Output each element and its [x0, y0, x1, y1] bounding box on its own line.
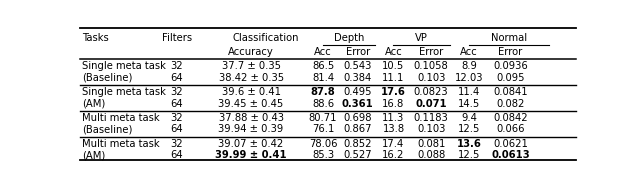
Text: 39.94 ± 0.39: 39.94 ± 0.39: [218, 124, 284, 135]
Text: 17.4: 17.4: [382, 139, 404, 149]
Text: 0.088: 0.088: [417, 150, 445, 160]
Text: 0.103: 0.103: [417, 73, 445, 83]
Text: 80.71: 80.71: [308, 113, 337, 123]
Text: 0.0842: 0.0842: [493, 113, 528, 123]
Text: 85.3: 85.3: [312, 150, 334, 160]
Text: 8.9: 8.9: [461, 61, 477, 71]
Text: 81.4: 81.4: [312, 73, 334, 83]
Text: 10.5: 10.5: [382, 61, 404, 71]
Text: 0.0936: 0.0936: [493, 61, 528, 71]
Text: Error: Error: [499, 47, 523, 57]
Text: Error: Error: [419, 47, 444, 57]
Text: 39.6 ± 0.41: 39.6 ± 0.41: [221, 87, 280, 97]
Text: 87.8: 87.8: [310, 87, 335, 97]
Text: 32: 32: [170, 87, 183, 97]
Text: 0.066: 0.066: [496, 124, 525, 135]
Text: (AM): (AM): [83, 150, 106, 160]
Text: 0.082: 0.082: [497, 99, 525, 109]
Text: 0.0621: 0.0621: [493, 139, 528, 149]
Text: 13.8: 13.8: [383, 124, 404, 135]
Text: 38.42 ± 0.35: 38.42 ± 0.35: [218, 73, 284, 83]
Text: 13.6: 13.6: [456, 139, 481, 149]
Text: Multi meta task: Multi meta task: [83, 113, 160, 123]
Text: Multi meta task: Multi meta task: [83, 139, 160, 149]
Text: 64: 64: [170, 124, 183, 135]
Text: 0.0613: 0.0613: [492, 150, 530, 160]
Text: 76.1: 76.1: [312, 124, 334, 135]
Text: 12.5: 12.5: [458, 124, 480, 135]
Text: 37.88 ± 0.43: 37.88 ± 0.43: [219, 113, 284, 123]
Text: 9.4: 9.4: [461, 113, 477, 123]
Text: Accuracy: Accuracy: [228, 47, 274, 57]
Text: 0.0823: 0.0823: [414, 87, 449, 97]
Text: 0.527: 0.527: [344, 150, 372, 160]
Text: 0.852: 0.852: [344, 139, 372, 149]
Text: 88.6: 88.6: [312, 99, 334, 109]
Text: (AM): (AM): [83, 99, 106, 109]
Text: 32: 32: [170, 113, 183, 123]
Text: Filters: Filters: [162, 33, 192, 43]
Text: Normal: Normal: [491, 33, 527, 43]
Text: (Baseline): (Baseline): [83, 124, 133, 135]
Text: 37.7 ± 0.35: 37.7 ± 0.35: [221, 61, 280, 71]
Text: Single meta task: Single meta task: [83, 61, 166, 71]
Text: 0.361: 0.361: [342, 99, 374, 109]
Text: Acc: Acc: [385, 47, 403, 57]
Text: 0.103: 0.103: [417, 124, 445, 135]
Text: 0.495: 0.495: [344, 87, 372, 97]
Text: 0.071: 0.071: [415, 99, 447, 109]
Text: 0.384: 0.384: [344, 73, 372, 83]
Text: Tasks: Tasks: [83, 33, 109, 43]
Text: 16.2: 16.2: [382, 150, 404, 160]
Text: 0.095: 0.095: [496, 73, 525, 83]
Text: 39.07 ± 0.42: 39.07 ± 0.42: [218, 139, 284, 149]
Text: 11.3: 11.3: [382, 113, 404, 123]
Text: Depth: Depth: [334, 33, 364, 43]
Text: 16.8: 16.8: [382, 99, 404, 109]
Text: 11.4: 11.4: [458, 87, 480, 97]
Text: 39.45 ± 0.45: 39.45 ± 0.45: [218, 99, 284, 109]
Text: 32: 32: [170, 61, 183, 71]
Text: 64: 64: [170, 150, 183, 160]
Text: 64: 64: [170, 73, 183, 83]
Text: 0.543: 0.543: [344, 61, 372, 71]
Text: 86.5: 86.5: [312, 61, 334, 71]
Text: 0.081: 0.081: [417, 139, 445, 149]
Text: 64: 64: [170, 99, 183, 109]
Text: VP: VP: [415, 33, 428, 43]
Text: 17.6: 17.6: [381, 87, 406, 97]
Text: 32: 32: [170, 139, 183, 149]
Text: 78.06: 78.06: [308, 139, 337, 149]
Text: 0.1058: 0.1058: [414, 61, 449, 71]
Text: 0.1183: 0.1183: [414, 113, 449, 123]
Text: Error: Error: [346, 47, 370, 57]
Text: Classification: Classification: [233, 33, 300, 43]
Text: 14.5: 14.5: [458, 99, 480, 109]
Text: 0.698: 0.698: [344, 113, 372, 123]
Text: 11.1: 11.1: [382, 73, 404, 83]
Text: Single meta task: Single meta task: [83, 87, 166, 97]
Text: (Baseline): (Baseline): [83, 73, 133, 83]
Text: 12.5: 12.5: [458, 150, 480, 160]
Text: 0.867: 0.867: [344, 124, 372, 135]
Text: 12.03: 12.03: [454, 73, 483, 83]
Text: 39.99 ± 0.41: 39.99 ± 0.41: [215, 150, 287, 160]
Text: 0.0841: 0.0841: [493, 87, 528, 97]
Text: Acc: Acc: [460, 47, 477, 57]
Text: Acc: Acc: [314, 47, 332, 57]
